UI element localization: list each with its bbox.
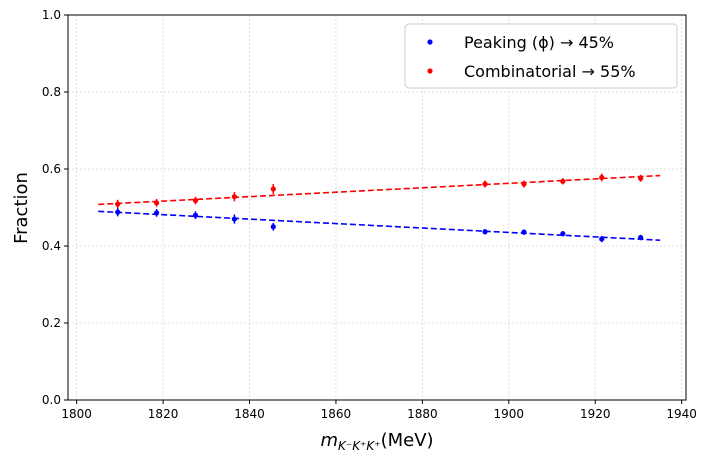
fit-lines [98,174,661,242]
x-tick-label: 1900 [494,407,525,421]
combinatorial-data-point [153,200,160,206]
legend: Peaking (ϕ) → 45% Combinatorial → 55% [404,23,678,89]
peaking-data-point [638,234,644,241]
peaking-data-point [115,209,121,215]
peaking-legend-label: Peaking (ϕ) → 45% [464,33,614,52]
x-axis-ticks: 1800 1820 1840 1860 1880 1900 1920 1940 [61,400,697,421]
peaking-fit-line [98,210,661,242]
y-tick-label: 0.2 [42,316,61,330]
x-tick-label: 1940 [666,407,697,421]
combinatorial-legend-marker [427,68,433,74]
x-tick-label: 1800 [61,407,92,421]
legend-frame [404,23,678,89]
x-axis-label-unit: (MeV) [381,430,434,451]
x-axis-label: mK⁻K⁺K⁺(MeV) [320,430,433,453]
x-tick-label: 1840 [234,407,265,421]
y-tick-label: 0.4 [42,239,61,253]
combinatorial-data-point [521,181,527,187]
combinatorial-data-point [482,181,488,187]
x-tick-label: 1880 [407,407,438,421]
combinatorial-fit-line [98,174,661,206]
combinatorial-data-point [638,175,644,181]
combinatorial-legend-label: Combinatorial → 55% [464,62,636,81]
x-tick-label: 1920 [580,407,611,421]
y-tick-label: 0.0 [42,393,61,407]
x-tick-label: 1860 [321,407,352,421]
peaking-data-point [521,229,527,235]
combinatorial-data-point [599,174,605,181]
x-axis-label-var: m [320,430,338,451]
peaking-legend-marker [427,39,433,45]
x-axis-label-subscript: K⁻K⁺K⁺ [338,439,381,453]
y-tick-label: 0.6 [42,162,61,176]
data-points [115,173,644,243]
peaking-data-point [231,216,237,222]
y-axis-label: Fraction [11,172,32,244]
peaking-data-point [599,236,605,242]
combinatorial-data-point [231,194,237,200]
y-tick-label: 1.0 [42,8,61,22]
peaking-data-point [560,231,566,237]
plot-frame [67,14,687,401]
combinatorial-data-point [270,186,276,192]
x-tick-label: 1820 [148,407,179,421]
peaking-data-point [270,224,276,230]
combinatorial-data-point [192,197,199,204]
y-axis-ticks: 0.0 0.2 0.4 0.6 0.8 1.0 [42,8,68,407]
y-tick-label: 0.8 [42,85,61,99]
combinatorial-data-point [560,178,566,184]
peaking-data-point [192,212,199,218]
combinatorial-data-point [115,201,121,207]
peaking-data-point [482,229,488,235]
peaking-data-point [153,210,160,216]
